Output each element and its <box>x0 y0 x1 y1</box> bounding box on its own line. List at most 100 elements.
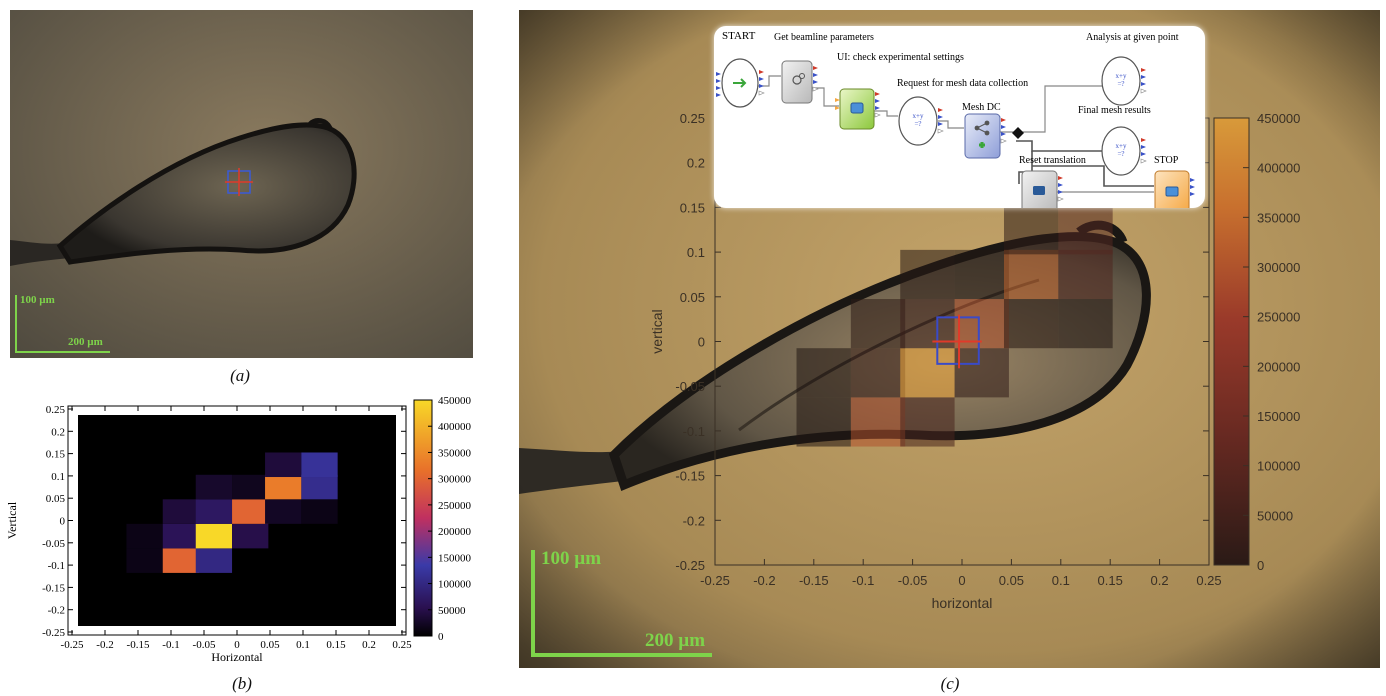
colorbar-tick-label-b: 250000 <box>438 500 472 512</box>
svg-text:x+y: x+y <box>1116 142 1127 150</box>
heatmap-cell-c <box>1058 249 1113 300</box>
colorbar-tick-label-c: 400000 <box>1257 161 1300 176</box>
heatmap-cell-c <box>1003 299 1059 349</box>
x-tick-label-c: 0.15 <box>1098 573 1123 588</box>
heatmap-cell-b <box>301 452 338 478</box>
heatmap-b: -0.25 -0.2 -0.15 -0.1 -0.05 0 0.05 0.1 0.15 0.2 0.… <box>5 395 472 664</box>
y-tick-label-c: -0.2 <box>683 513 705 528</box>
y-tick-label-b: -0.15 <box>42 582 65 594</box>
colorbar-tick-label-b: 150000 <box>438 552 472 564</box>
heatmap-cell-c <box>900 299 955 349</box>
heatmap-cell-b <box>195 474 233 500</box>
heatmap-cell-b <box>195 499 233 524</box>
request-mesh-node: x+y =? <box>898 96 944 146</box>
x-tick-label-b: -0.25 <box>61 639 84 651</box>
analysis-node: x+y =? <box>1101 56 1147 106</box>
svg-text:=?: =? <box>914 120 921 128</box>
heatmap-cell-c <box>900 249 955 300</box>
y-tick-label-c: -0.25 <box>675 558 705 573</box>
x-tick-label-c: 0.1 <box>1052 573 1070 588</box>
colorbar-tick-label-c: 300000 <box>1257 260 1300 275</box>
workflow-connectors: x+y =? x+y =? <box>716 56 1195 214</box>
y-tick-label-c: 0.2 <box>687 156 705 171</box>
x-tick-label-b: 0.2 <box>362 639 376 651</box>
label-ui-check: UI: check experimental settings <box>837 52 964 63</box>
y-tick-label-b: -0.1 <box>48 560 65 572</box>
y-tick-label-c: 0.1 <box>687 245 705 260</box>
heatmap-cell-c <box>954 249 1009 300</box>
workflow-diagram: x+y =? x+y =? <box>714 26 1205 214</box>
x-tick-label-c: 0 <box>958 573 965 588</box>
heatmap-cell-b <box>265 474 302 500</box>
x-tick-label-b: -0.2 <box>96 639 113 651</box>
label-start: START <box>722 30 756 42</box>
scalebar-label-vertical-c: 100 µm <box>541 548 602 569</box>
x-tick-label-b: 0 <box>234 639 240 651</box>
svg-text:=?: =? <box>1117 80 1124 88</box>
colorbar-tick-label-c: 50000 <box>1257 508 1293 523</box>
crystal-photo-a <box>10 10 473 358</box>
x-axis-label-b: Horizontal <box>211 650 263 664</box>
y-tick-label-b: 0.05 <box>46 493 66 505</box>
scalebar-label-vertical-a: 100 µm <box>20 294 55 306</box>
scalebar-label-horizontal-c: 200 µm <box>645 630 706 651</box>
ui-check-node <box>835 88 881 130</box>
panel-c: -0.25 -0.2 -0.15 -0.1 -0.05 0 0.05 0.1 0.15 0.2 0.… <box>519 10 1380 668</box>
heatmap-cell-b <box>265 499 302 524</box>
y-tick-label-c: 0.05 <box>680 290 705 305</box>
x-tick-label-c: 0.2 <box>1151 573 1169 588</box>
start-node <box>716 58 765 108</box>
panel-a: 100 µm 200 µm <box>10 10 473 358</box>
heatmap-cell-b <box>265 452 302 478</box>
colorbar-tick-label-b: 100000 <box>438 579 472 591</box>
label-final-mesh: Final mesh results <box>1078 105 1151 116</box>
heatmap-cell-b <box>162 499 200 524</box>
panel-b: -0.25 -0.2 -0.15 -0.1 -0.05 0 0.05 0.1 0.15 0.2 0.… <box>0 392 480 670</box>
heatmap-cell-c <box>1003 205 1059 255</box>
colorbar-tick-label-c: 350000 <box>1257 210 1300 225</box>
colorbar-tick-label-b: 50000 <box>438 605 466 617</box>
x-tick-label-b: 0.1 <box>296 639 310 651</box>
y-tick-label-c: 0.25 <box>680 111 705 126</box>
x-tick-label-c: -0.1 <box>852 573 874 588</box>
svg-text:=?: =? <box>1117 150 1124 158</box>
heatmap-cell-c <box>900 397 955 447</box>
x-tick-label-c: -0.15 <box>799 573 829 588</box>
heatmap-cell-b <box>301 474 338 500</box>
heatmap-cell-c <box>954 299 1009 349</box>
x-tick-label-b: 0.15 <box>326 639 346 651</box>
caption-c: (c) <box>940 674 960 693</box>
heatmap-cell-c <box>1058 205 1113 255</box>
heatmap-cell-c <box>796 348 851 398</box>
scalebar-label-horizontal-a: 200 µm <box>68 336 103 348</box>
colorbar-tick-label-b: 200000 <box>438 526 472 538</box>
x-tick-label-c: -0.05 <box>898 573 928 588</box>
x-axis-label-c: horizontal <box>932 595 993 611</box>
heatmap-cell-b <box>301 499 338 524</box>
y-tick-label-c: -0.1 <box>683 424 705 439</box>
colorbar-tick-label-c: 450000 <box>1257 111 1300 126</box>
svg-text:x+y: x+y <box>1116 72 1127 80</box>
heatmap-cell-c <box>850 348 906 398</box>
x-tick-label-c: 0.05 <box>999 573 1024 588</box>
y-tick-label-b: 0.1 <box>51 471 65 483</box>
colorbar-tick-label-b: 400000 <box>438 421 472 433</box>
heatmap-cell-b <box>195 548 233 573</box>
x-tick-label-b: -0.15 <box>127 639 150 651</box>
colorbar-tick-label-c: 200000 <box>1257 359 1300 374</box>
y-tick-label-c: 0 <box>698 335 705 350</box>
heatmap-cell-c <box>1003 249 1059 300</box>
y-tick-label-c: -0.15 <box>675 469 705 484</box>
colorbar-tick-label-c: 250000 <box>1257 310 1300 325</box>
heatmap-cell-b <box>232 523 269 549</box>
colorbar-tick-label-c: 0 <box>1257 558 1264 573</box>
y-tick-label-b: 0 <box>60 516 66 528</box>
svg-text:x+y: x+y <box>913 112 924 120</box>
heatmap-cell-b <box>195 523 233 549</box>
heatmap-cell-c <box>850 299 906 349</box>
caption-a: (a) <box>230 366 250 385</box>
y-tick-label-c: -0.05 <box>675 379 705 394</box>
y-tick-label-b: 0.15 <box>46 449 66 461</box>
heatmap-cell-b <box>162 523 200 549</box>
y-tick-label-c: 0.15 <box>680 200 705 215</box>
